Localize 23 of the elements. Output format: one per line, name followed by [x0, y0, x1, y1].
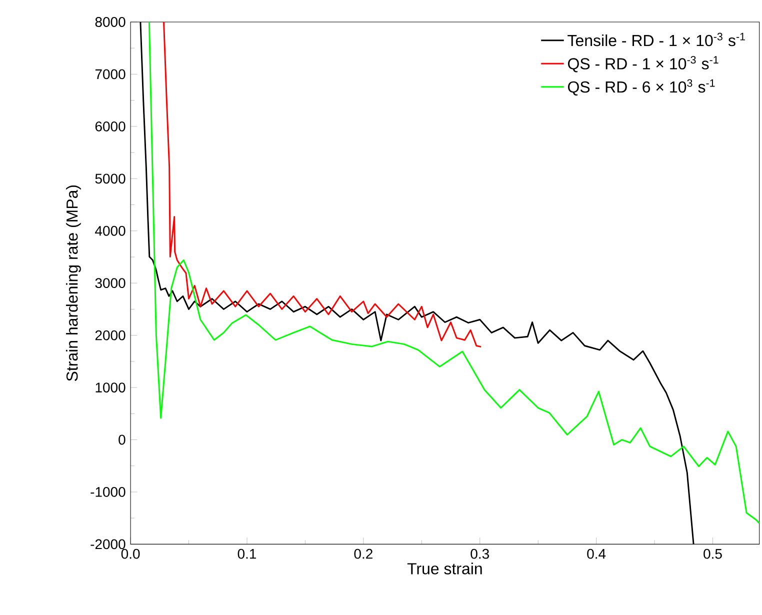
legend-label: QS - RD - 1 × 10$^{-3}$ s$^{-1}$ [568, 56, 718, 72]
legend-label: Tensile - RD - 1 × 10$^{-3}$ s$^{-1}$ [568, 32, 745, 46]
y-tick-label: 2000 [95, 330, 126, 340]
y-tick-label: 3000 [95, 278, 126, 288]
y-tick-label: 1000 [96, 382, 126, 393]
y-tick-label: -2000 [90, 539, 126, 550]
y-tick-label: 7000 [95, 69, 126, 80]
legend-label: QS - RD - 6 × 10$^{3}$ s$^{-1}$ [568, 79, 715, 96]
x-tick-label: 0.1 [238, 549, 256, 559]
y-tick-label: 5000 [95, 174, 126, 184]
x-tick-label: 0.4 [587, 549, 606, 559]
x-axis-title: True strain [407, 562, 482, 574]
y-tick-label: 8000 [95, 17, 126, 28]
y-axis-title: Strain hardening rate (MPa) [66, 186, 81, 382]
x-tick-label: 0.3 [470, 549, 489, 559]
y-tick-label: 6000 [95, 122, 126, 132]
y-tick-label: -1000 [90, 487, 126, 498]
y-tick-label: 0 [118, 434, 126, 445]
x-tick-label: 0.2 [354, 549, 372, 559]
line-series [163, 22, 482, 348]
y-tick-label: 4000 [95, 226, 126, 236]
x-tick-label: 0.0 [121, 549, 140, 559]
x-tick-label: 0.5 [704, 549, 722, 559]
